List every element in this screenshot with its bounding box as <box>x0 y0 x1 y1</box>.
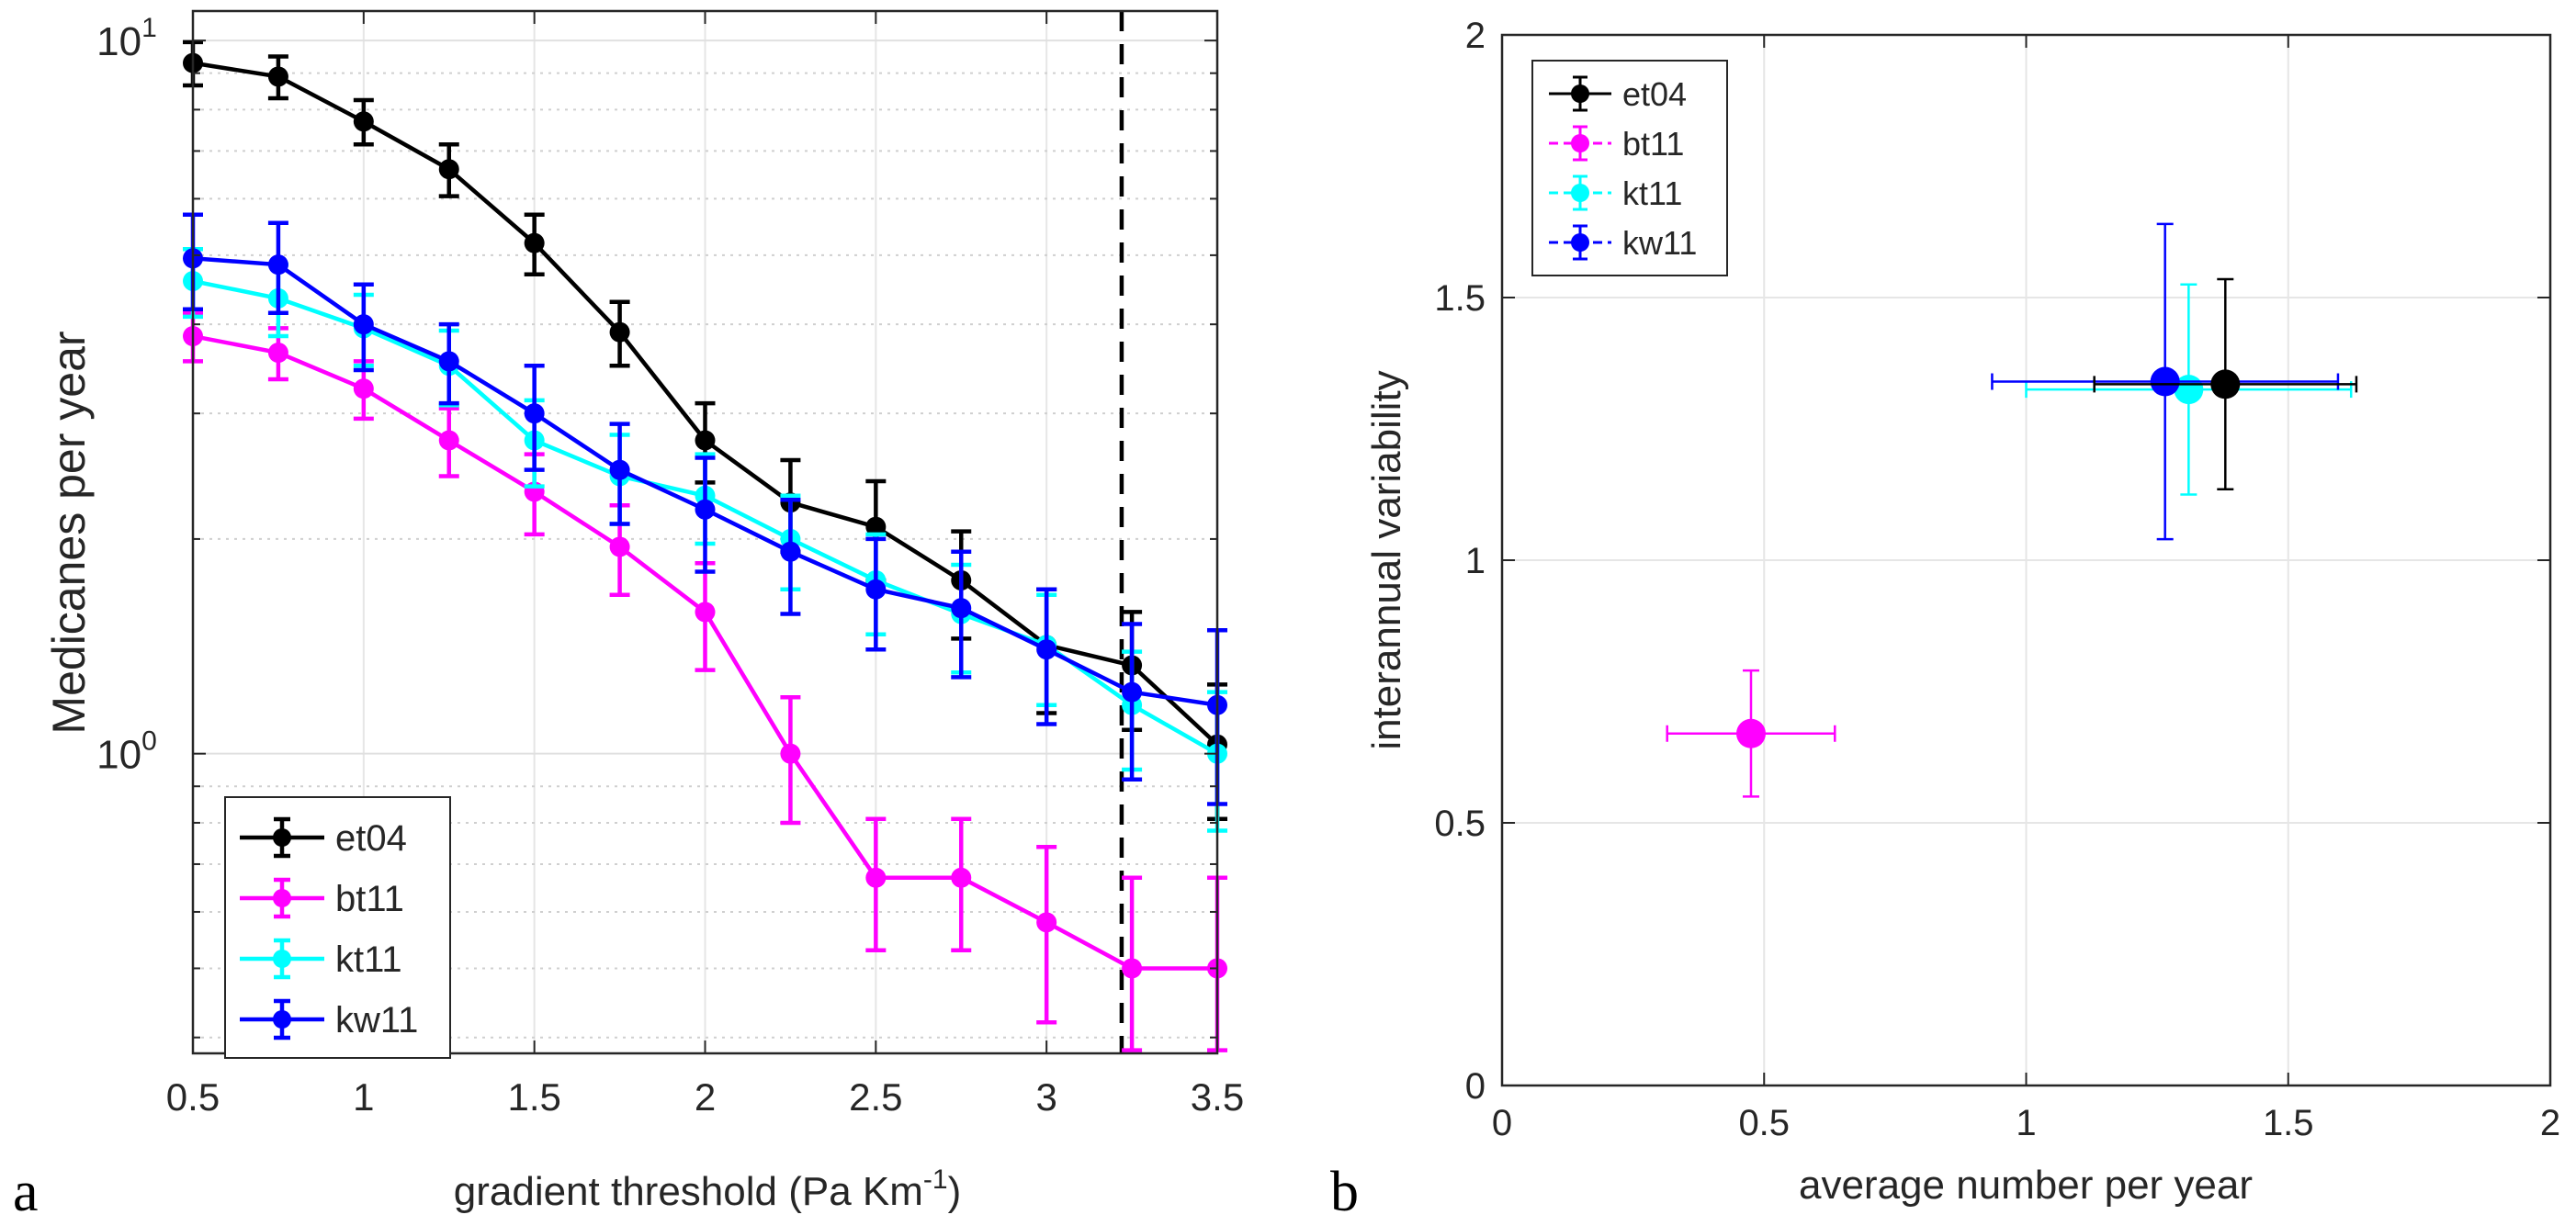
data-point-et04 <box>2210 369 2241 399</box>
panel-b-grid <box>1502 35 2550 1085</box>
legend-label-et04: et04 <box>335 818 407 859</box>
data-point-kw11 <box>267 254 288 276</box>
data-point-kw11 <box>438 351 459 372</box>
data-point-kw11 <box>951 598 972 619</box>
data-point-bt11 <box>353 378 374 399</box>
panel-a-ytick-exp: 1 <box>141 13 157 43</box>
panel-a-xtick-label: 1.5 <box>507 1075 560 1119</box>
panel-a-ytick-label: 101 <box>96 13 157 64</box>
data-point-bt11 <box>438 430 459 451</box>
data-point-et04 <box>267 66 288 87</box>
panel-b-chart: 0 0.5 1 1.5 2 0 0.5 1 1.5 2 interannual variabili… <box>1330 16 2560 1223</box>
legend-marker-kw11 <box>273 1010 291 1029</box>
data-point-kw11 <box>353 314 374 335</box>
panel-b-xtick-label: 0 <box>1492 1103 1512 1143</box>
data-point-kw11 <box>609 459 630 480</box>
data-point-et04 <box>609 321 630 343</box>
legend-label-bt11: bt11 <box>335 879 404 919</box>
series-bt11 <box>1666 669 1836 798</box>
panel-b-ytick-label: 0.5 <box>1434 804 1486 844</box>
data-point-et04 <box>353 111 374 132</box>
series-et04 <box>2093 277 2358 491</box>
data-point-bt11 <box>1735 718 1766 748</box>
panel-b-ytick-label: 2 <box>1465 16 1486 56</box>
legend-marker-bt11 <box>273 889 291 907</box>
panel-a-label: a <box>13 1161 39 1223</box>
data-point-bt11 <box>695 602 716 623</box>
panel-b-ytick-label: 1 <box>1465 541 1486 581</box>
panel-b-xlabel: average number per year <box>1799 1163 2253 1208</box>
panel-a-grid <box>193 11 1217 1053</box>
panel-a-xtick-label: 2.5 <box>849 1075 902 1119</box>
data-point-bt11 <box>865 867 887 888</box>
panel-a-ytick-exp: 0 <box>141 726 157 757</box>
data-point-kw11 <box>865 579 887 600</box>
panel-b-xtick-label: 0.5 <box>1738 1103 1790 1143</box>
panel-a-ylabel: Medicanes per year <box>43 331 95 734</box>
series-bt11 <box>183 310 1227 1052</box>
panel-a-series <box>183 39 1227 1052</box>
legend-marker-bt11 <box>1571 134 1589 152</box>
legend-marker-kt11 <box>273 950 291 968</box>
panel-a-ytick-base: 10 <box>96 19 141 64</box>
legend-label-kw11: kw11 <box>335 1000 418 1040</box>
data-point-kw11 <box>2150 366 2180 397</box>
panel-a-ytick-label: 100 <box>96 726 157 778</box>
data-point-bt11 <box>267 343 288 364</box>
data-point-bt11 <box>951 867 972 888</box>
data-point-et04 <box>438 159 459 180</box>
data-point-kw11 <box>780 541 801 562</box>
data-point-bt11 <box>609 536 630 557</box>
panel-b-legend: et04 bt11 kt11 kw11 <box>1531 60 1728 276</box>
data-point-et04 <box>865 516 887 537</box>
series-kw11 <box>183 212 1227 806</box>
panel-b-label: b <box>1330 1161 1359 1223</box>
data-point-et04 <box>524 232 545 253</box>
panel-a-xtick-label: 1 <box>353 1075 374 1119</box>
data-point-bt11 <box>780 743 801 764</box>
panel-b-ytick-label: 0 <box>1465 1066 1486 1107</box>
legend-label-kt11: kt11 <box>335 939 402 980</box>
panel-a-ytick-base: 10 <box>96 733 141 778</box>
legend-marker-et04 <box>1571 84 1589 103</box>
panel-a-legend: et04 bt11 kt11 kw11 <box>224 796 451 1059</box>
data-point-bt11 <box>1122 958 1143 979</box>
panel-a-legend-box <box>224 796 451 1059</box>
legend-label-kt11: kt11 <box>1622 174 1682 212</box>
legend-label-bt11: bt11 <box>1622 125 1684 163</box>
panel-a-xtick-label: 3 <box>1035 1075 1056 1119</box>
panel-b-legend-box <box>1531 60 1728 276</box>
panel-a-xtick-label: 0.5 <box>166 1075 220 1119</box>
series-kw11 <box>1991 222 2340 541</box>
panel-b-xtick-label: 1.5 <box>2263 1103 2314 1143</box>
legend-label-et04: et04 <box>1622 75 1687 113</box>
data-point-kw11 <box>695 499 716 520</box>
legend-marker-kt11 <box>1571 184 1589 202</box>
panel-a-xtick-label: 3.5 <box>1191 1075 1244 1119</box>
panel-b-xtick-label: 1 <box>2016 1103 2036 1143</box>
panel-b-ticks: 0 0.5 1 1.5 2 0 0.5 1 1.5 2 <box>1434 16 2560 1143</box>
data-point-kw11 <box>1036 639 1057 660</box>
data-point-kw11 <box>524 403 545 424</box>
data-point-kw11 <box>1122 681 1143 703</box>
legend-marker-et04 <box>273 828 291 847</box>
data-point-et04 <box>695 430 716 451</box>
panel-a-xtick-label: 2 <box>695 1075 716 1119</box>
panel-b-ylabel: interannual variability <box>1364 370 1409 749</box>
panel-b-series <box>1666 222 2358 798</box>
legend-label-kw11: kw11 <box>1622 224 1697 262</box>
panel-b-xtick-label: 2 <box>2540 1103 2560 1143</box>
panel-a-xlabel: gradient threshold (Pa Km-1) <box>454 1164 962 1214</box>
data-point-bt11 <box>1036 912 1057 933</box>
panel-b-ytick-label: 1.5 <box>1434 278 1486 319</box>
legend-marker-kw11 <box>1571 233 1589 252</box>
